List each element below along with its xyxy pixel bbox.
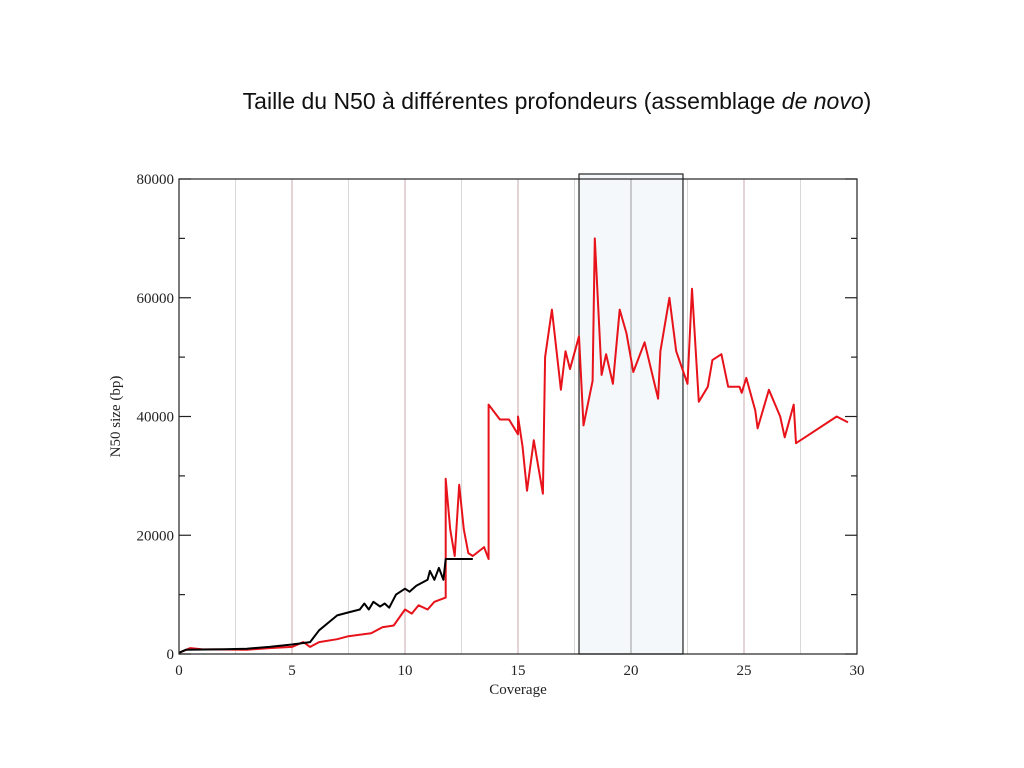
x-tick-label: 20 [624,663,639,679]
y-axis-label: N50 size (bp) [108,376,124,458]
title-italic-text: de novo [781,88,864,114]
title-close-paren: ) [863,88,872,114]
x-tick-label: 10 [398,663,413,679]
title-text: Taille du N50 à différentes profondeurs … [242,88,782,114]
x-tick-label: 30 [850,663,865,679]
x-tick-label: 0 [175,663,183,679]
y-tick-label: 60000 [137,291,175,307]
chart-title: Taille du N50 à différentes profondeurs … [0,88,1024,115]
black-series-line [178,558,473,654]
y-tick-label: 40000 [137,410,175,426]
x-tick-label: 15 [511,663,526,679]
y-tick-label: 80000 [137,172,175,188]
y-tick-label: 20000 [137,528,175,544]
x-tick-label: 5 [288,663,296,679]
red-series-line [178,237,849,654]
data-series [178,179,849,654]
axis-ticks: 0 5 10 15 20 25 30 0 20000 40000 60000 80000 [137,172,865,679]
y-tick-label: 0 [167,647,175,663]
x-axis-label: Coverage [489,682,547,698]
x-tick-label: 25 [737,663,752,679]
